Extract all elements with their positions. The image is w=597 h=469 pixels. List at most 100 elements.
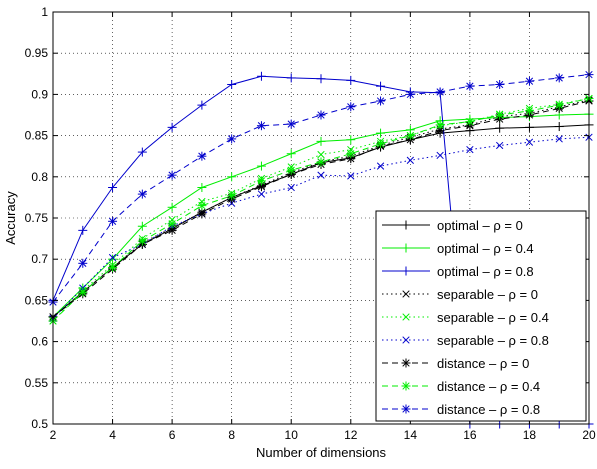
legend-label: separable – ρ = 0 [437,287,538,302]
x-tick-label: 12 [344,428,358,442]
series-9 [48,70,594,307]
data-point [256,161,266,171]
legend-marker [401,381,411,391]
legend-item: separable – ρ = 0.4 [382,310,549,325]
legend-item: separable – ρ = 0 [382,287,538,302]
data-point [465,117,475,127]
data-point [316,110,326,120]
data-point [524,106,534,116]
data-point [465,81,475,91]
plot-area [48,70,594,429]
data-point [435,87,445,97]
data-point [167,122,177,132]
data-point [346,135,356,145]
data-point [78,287,88,297]
legend-item: separable – ρ = 0.8 [382,333,549,348]
data-point [555,135,563,143]
legend-box [375,210,587,422]
x-tick-label: 18 [523,428,537,442]
x-tick-label: 14 [404,428,418,442]
data-point [286,73,296,83]
data-point [108,216,118,226]
data-point [137,147,147,157]
data-point [287,183,295,192]
legend-marker [401,358,411,368]
data-point [108,262,118,272]
data-point [316,157,326,167]
legend-marker [401,220,411,230]
data-point [346,102,356,112]
data-point [524,122,534,132]
data-point [108,254,118,264]
data-point [197,183,207,193]
y-tick-label: 0.8 [31,170,48,184]
data-point [256,71,266,81]
data-point [167,219,177,229]
legend-marker [401,266,411,276]
legend-label: optimal – ρ = 0.4 [437,241,534,256]
data-point [376,162,385,170]
x-tick-label: 6 [169,428,176,442]
x-tick-label: 4 [109,428,116,442]
data-point [167,202,177,212]
data-point [108,253,117,262]
data-point [524,76,534,86]
legend-label: optimal – ρ = 0.8 [437,264,534,279]
data-point [554,73,564,83]
data-point [316,136,326,146]
data-point [376,139,386,149]
axis-ticks: 2 4 6 8 10 12 14 16 18 20 0.5 0.55 0.6 0.65 0.7 0.75 0.8… [25,5,596,442]
y-tick-label: 0.6 [31,335,48,349]
y-tick-label: 1 [41,5,48,19]
x-tick-label: 2 [50,428,57,442]
data-point [346,75,356,85]
legend-label: separable – ρ = 0.8 [437,333,549,348]
data-point [316,74,326,84]
data-point [256,182,266,192]
legend-item: distance – ρ = 0.4 [382,379,540,394]
legend-label: distance – ρ = 0.8 [437,402,540,417]
y-tick-label: 0.85 [25,129,49,143]
data-point [227,172,237,182]
data-point [495,80,505,90]
legend-marker [402,290,410,298]
data-point [137,189,147,199]
legend-label: distance – ρ = 0 [437,356,529,371]
data-point [197,209,207,219]
data-point [137,236,147,246]
legend-item: optimal – ρ = 0.4 [382,241,534,256]
data-point [197,201,207,211]
data-point [286,119,296,129]
data-point [256,176,266,186]
data-point [495,110,505,120]
legend-marker [401,404,411,414]
series-8 [48,94,594,326]
data-point [347,172,355,180]
data-point [227,191,237,201]
y-tick-label: 0.5 [31,417,48,431]
legend-item: distance – ρ = 0 [382,356,529,371]
y-tick-label: 0.95 [25,46,49,60]
data-point [317,150,325,159]
data-point [466,145,474,154]
data-point [197,100,207,110]
data-point [405,131,415,141]
x-tick-label: 8 [228,428,235,442]
legend-label: optimal – ρ = 0 [437,218,523,233]
legend-item: optimal – ρ = 0 [382,218,523,233]
data-point [257,190,266,198]
data-point [78,225,88,235]
data-point [286,165,296,175]
data-point [227,134,237,144]
data-point [436,151,444,160]
legend-label: separable – ρ = 0.4 [437,310,549,325]
data-point [137,221,147,231]
y-tick-label: 0.65 [25,293,49,307]
x-axis-label: Number of dimensions [256,445,387,460]
data-point [435,120,445,130]
data-point [376,128,386,138]
y-tick-label: 0.55 [25,376,49,390]
data-point [346,149,356,159]
x-tick-label: 10 [285,428,299,442]
